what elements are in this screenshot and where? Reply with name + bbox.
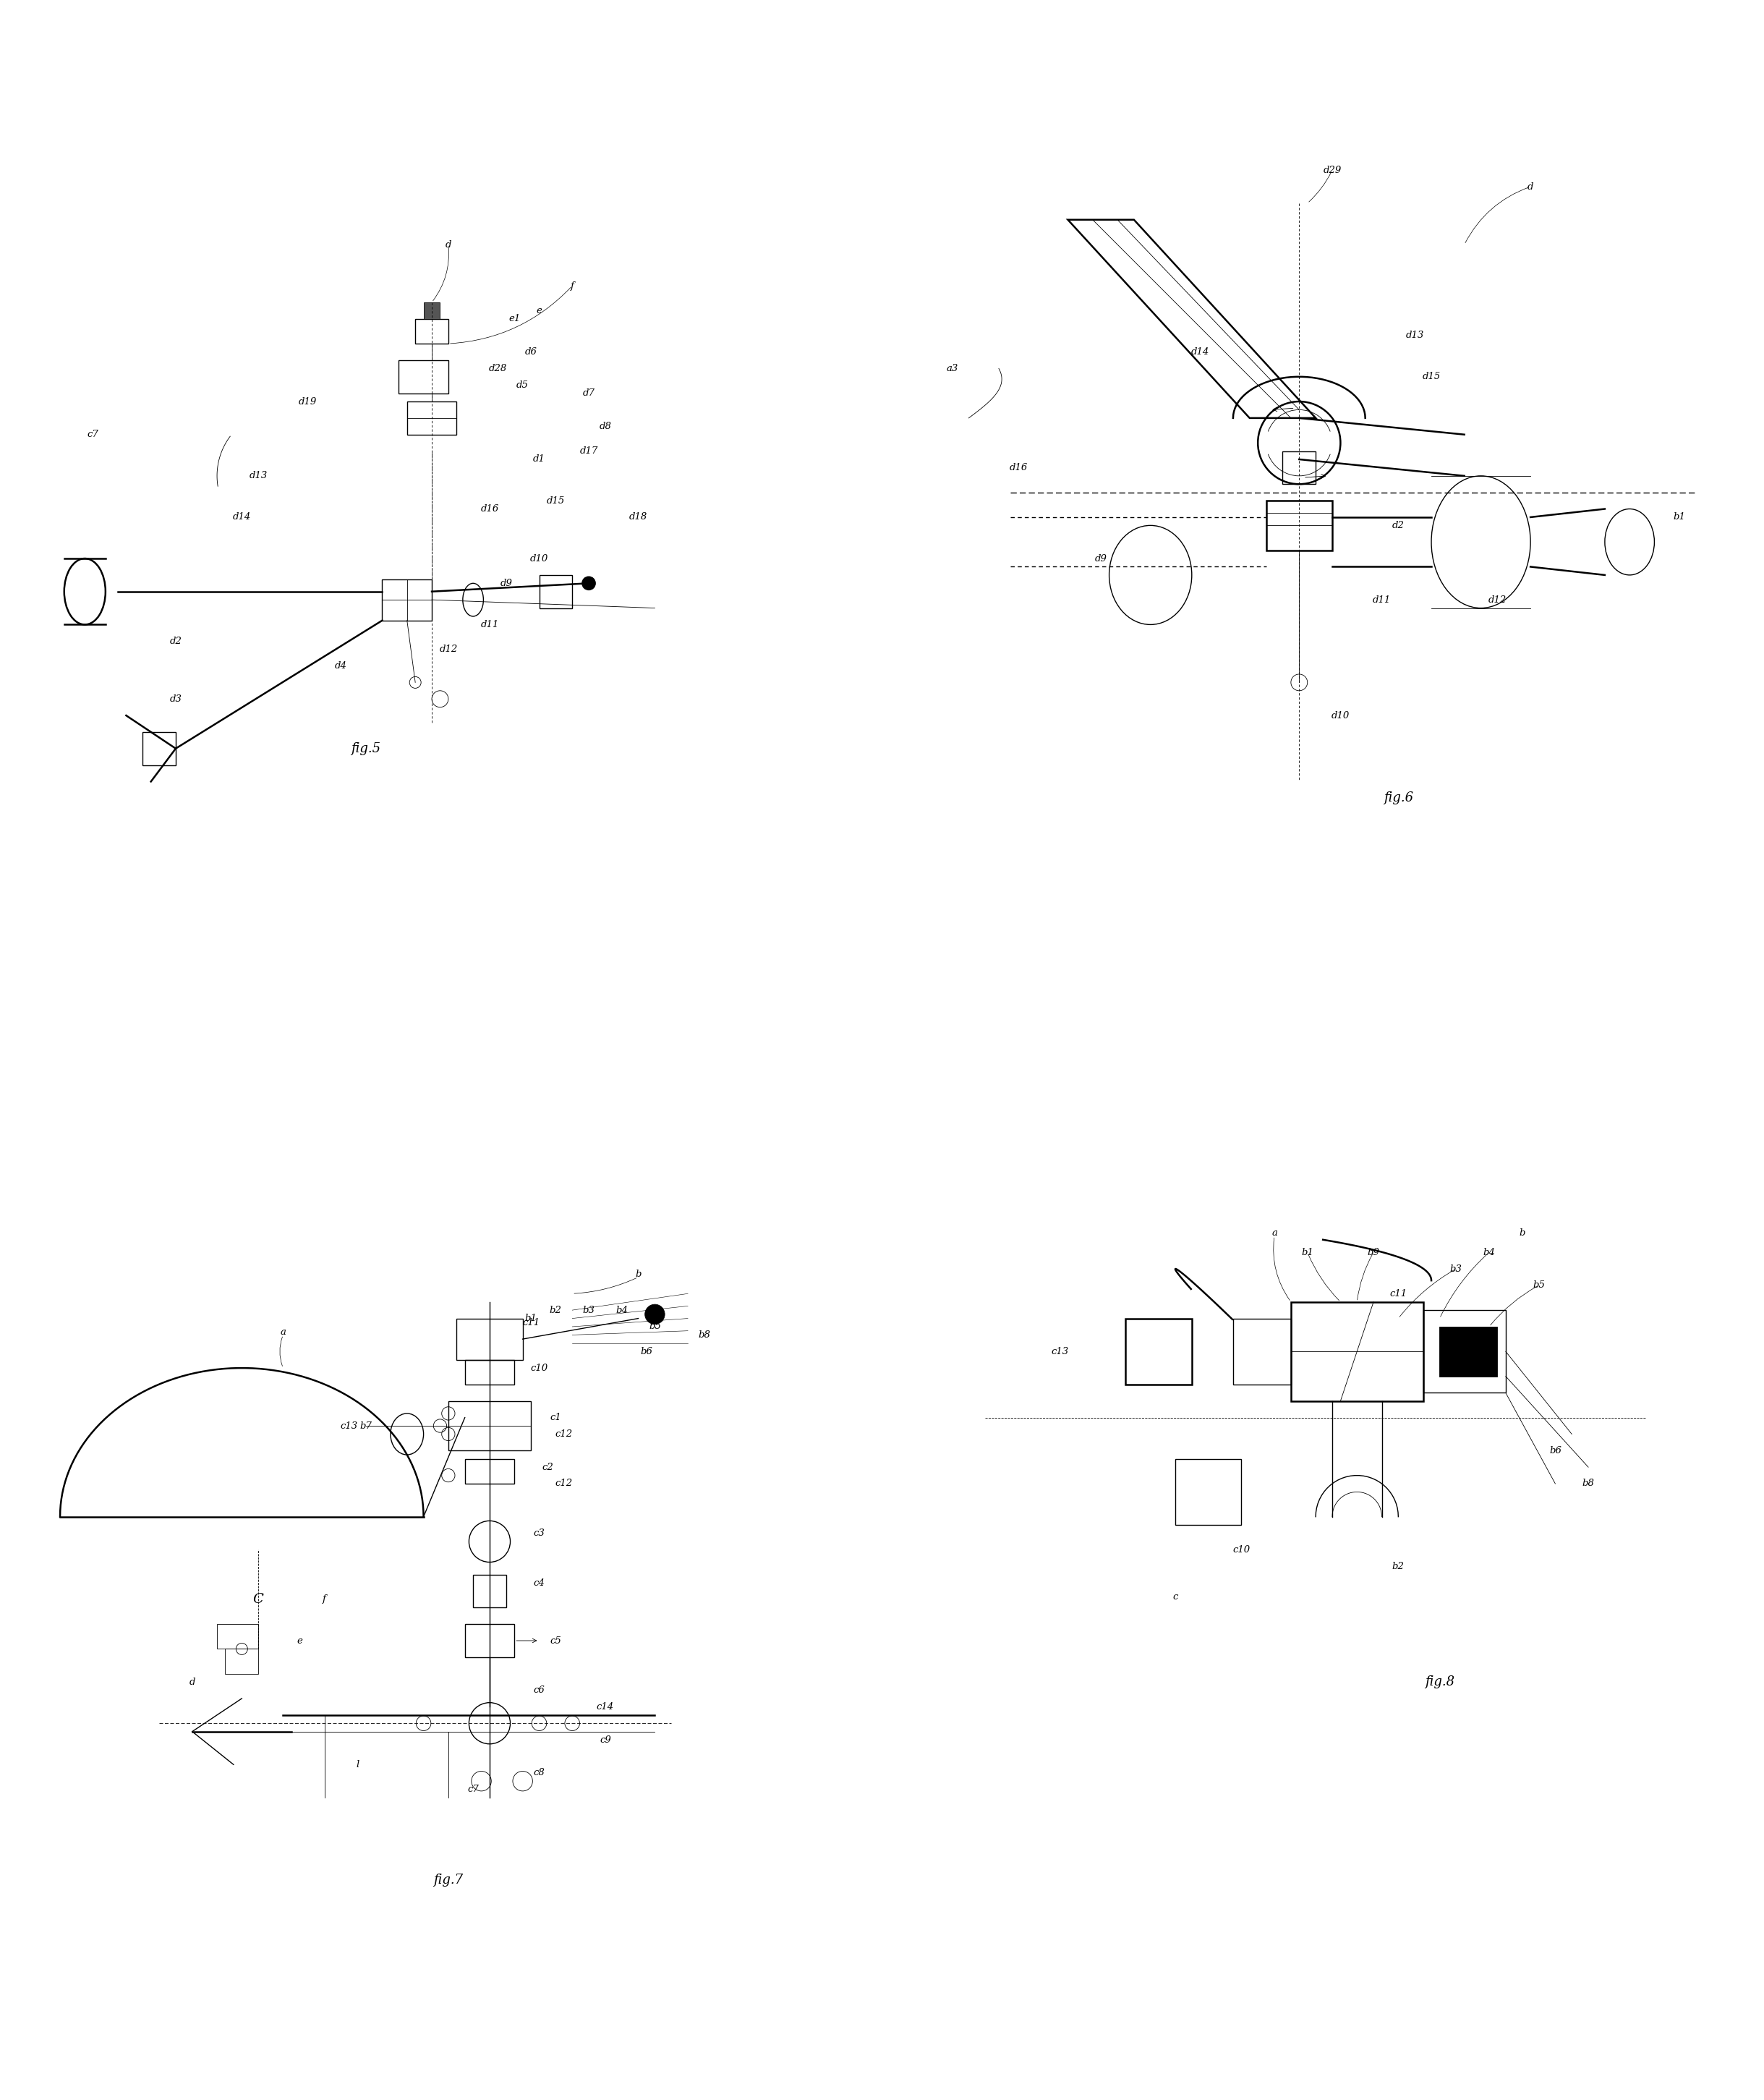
Text: d12: d12 [1489, 594, 1506, 605]
Text: b8: b8 [699, 1329, 711, 1340]
Text: f: f [570, 281, 573, 290]
Text: d15: d15 [1422, 372, 1441, 382]
Text: b: b [1519, 1228, 1526, 1239]
Circle shape [582, 578, 596, 590]
Text: b1: b1 [1672, 512, 1685, 523]
Text: C: C [252, 1592, 263, 1606]
Text: d6: d6 [526, 346, 536, 357]
Text: d8: d8 [600, 422, 612, 430]
Text: b3: b3 [582, 1306, 594, 1315]
Text: l: l [356, 1760, 360, 1770]
Text: d10: d10 [1332, 710, 1349, 720]
Text: c11: c11 [522, 1319, 540, 1327]
Text: c10: c10 [531, 1363, 549, 1373]
Text: b9: b9 [1367, 1247, 1379, 1258]
Text: fig.5: fig.5 [351, 741, 381, 756]
Text: e1: e1 [508, 315, 520, 323]
Text: c3: c3 [533, 1529, 545, 1537]
Text: d13: d13 [1406, 330, 1424, 340]
Polygon shape [1439, 1327, 1498, 1376]
Text: fig.6: fig.6 [1383, 792, 1413, 804]
Text: c10: c10 [1233, 1546, 1251, 1554]
Text: c13: c13 [1051, 1346, 1069, 1357]
Polygon shape [423, 302, 439, 319]
Text: b: b [635, 1270, 642, 1279]
Text: f: f [323, 1594, 326, 1604]
Text: b6: b6 [640, 1346, 653, 1357]
Text: d5: d5 [517, 380, 529, 391]
Text: c4: c4 [533, 1577, 545, 1588]
Text: b1: b1 [1302, 1247, 1314, 1258]
Text: d9: d9 [499, 580, 512, 588]
Text: d3: d3 [169, 695, 182, 704]
Text: d: d [1528, 183, 1533, 191]
Text: b2: b2 [550, 1306, 561, 1315]
Text: d1: d1 [533, 454, 545, 464]
Text: e: e [296, 1636, 302, 1646]
Text: b7: b7 [360, 1422, 372, 1430]
Text: b1: b1 [526, 1315, 536, 1323]
Text: c5: c5 [550, 1636, 561, 1646]
Text: b4: b4 [1484, 1247, 1496, 1258]
Text: d16: d16 [1009, 462, 1027, 472]
Text: d7: d7 [582, 388, 594, 399]
Text: c13: c13 [340, 1422, 358, 1430]
Text: d29: d29 [1323, 166, 1341, 174]
Text: a: a [1272, 1228, 1277, 1239]
Text: d15: d15 [547, 496, 564, 506]
Text: d16: d16 [480, 504, 499, 514]
Text: d: d [445, 239, 452, 250]
Text: d19: d19 [298, 397, 318, 405]
Text: a3: a3 [946, 363, 958, 374]
Text: b5: b5 [1533, 1281, 1545, 1289]
Text: c14: c14 [596, 1701, 614, 1712]
Text: d17: d17 [580, 447, 598, 456]
Text: d10: d10 [529, 554, 549, 563]
Text: d: d [189, 1678, 196, 1686]
Circle shape [646, 1304, 665, 1325]
Text: c1: c1 [550, 1413, 561, 1422]
Text: c: c [1173, 1592, 1178, 1602]
Text: b3: b3 [1450, 1264, 1462, 1273]
Text: c2: c2 [542, 1462, 554, 1472]
Text: a: a [280, 1327, 286, 1338]
Text: d14: d14 [233, 512, 250, 523]
Text: d12: d12 [439, 645, 457, 653]
Text: e: e [536, 307, 542, 315]
Text: c8: c8 [533, 1768, 545, 1777]
Text: d18: d18 [630, 512, 647, 523]
Text: d9: d9 [1095, 554, 1108, 563]
Text: d2: d2 [1392, 521, 1404, 529]
Text: d11: d11 [480, 620, 499, 630]
Text: b2: b2 [1392, 1562, 1404, 1571]
Text: fig.8: fig.8 [1425, 1676, 1455, 1688]
Text: d11: d11 [1372, 594, 1390, 605]
Text: d2: d2 [169, 636, 182, 647]
Text: b4: b4 [616, 1306, 628, 1315]
Text: c12: c12 [556, 1478, 573, 1489]
Text: d28: d28 [489, 363, 506, 374]
Text: b5: b5 [649, 1323, 662, 1331]
Text: d13: d13 [249, 470, 268, 481]
Text: c7: c7 [88, 430, 99, 439]
Text: b6: b6 [1549, 1447, 1561, 1455]
Text: c11: c11 [1390, 1289, 1408, 1298]
Text: c7: c7 [467, 1785, 478, 1793]
Text: c12: c12 [556, 1430, 573, 1439]
Text: c6: c6 [533, 1686, 545, 1695]
Text: d4: d4 [335, 662, 348, 670]
Text: c9: c9 [600, 1735, 610, 1745]
Text: fig.7: fig.7 [434, 1873, 464, 1886]
Text: d14: d14 [1191, 346, 1208, 357]
Text: b8: b8 [1582, 1478, 1595, 1489]
